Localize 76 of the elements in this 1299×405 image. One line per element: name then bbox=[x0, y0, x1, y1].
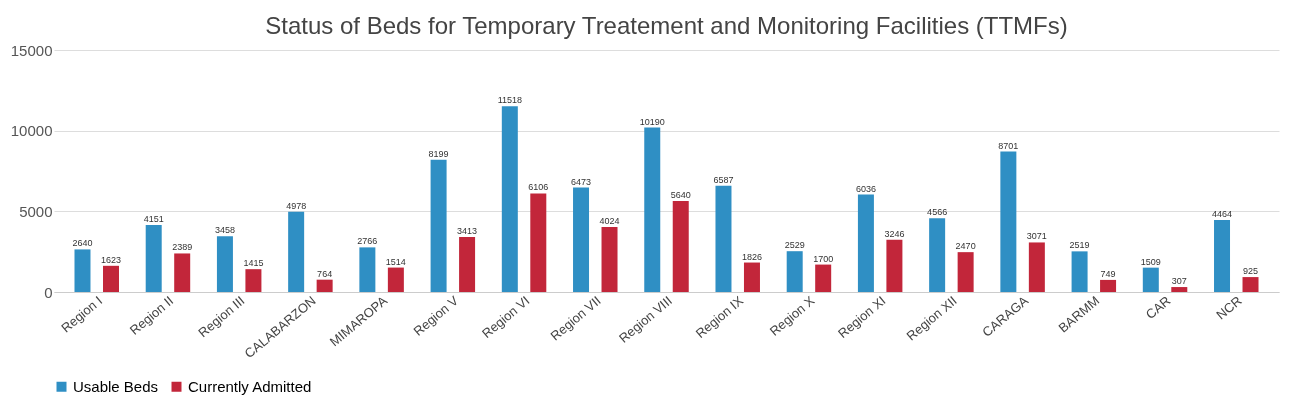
bar bbox=[1214, 219, 1231, 292]
data-label: 2529 bbox=[784, 240, 805, 251]
data-label: 2640 bbox=[72, 238, 93, 249]
bar bbox=[786, 251, 803, 292]
bar bbox=[174, 253, 191, 292]
data-label: 1509 bbox=[1140, 256, 1161, 267]
bar bbox=[74, 249, 91, 292]
legend-label: Usable Beds bbox=[73, 377, 159, 395]
bar bbox=[1071, 251, 1088, 292]
bar bbox=[715, 185, 732, 292]
bar bbox=[1000, 151, 1017, 292]
chart-title: Status of Beds for Temporary Treatement and Monitoring Facilities (TTMFs) bbox=[265, 12, 1068, 39]
y-tick-label: 0 bbox=[44, 283, 53, 301]
bar bbox=[929, 218, 946, 292]
bar bbox=[1100, 279, 1117, 292]
data-label: 1700 bbox=[813, 253, 834, 264]
data-label: 4566 bbox=[927, 207, 948, 218]
data-label: 6473 bbox=[571, 176, 592, 187]
legend-label: Currently Admitted bbox=[188, 377, 312, 395]
data-label: 10190 bbox=[639, 116, 665, 127]
bar bbox=[459, 236, 476, 292]
y-tick-label: 10000 bbox=[10, 122, 53, 140]
data-label: 3246 bbox=[884, 228, 905, 239]
data-label: 4978 bbox=[286, 200, 307, 211]
bar bbox=[530, 193, 547, 292]
data-label: 764 bbox=[317, 268, 333, 279]
bar bbox=[430, 159, 447, 292]
data-label: 3071 bbox=[1026, 231, 1047, 242]
y-tick-label: 5000 bbox=[19, 202, 53, 220]
bar bbox=[216, 236, 233, 292]
bar bbox=[573, 187, 590, 292]
bar bbox=[359, 247, 376, 292]
data-label: 2766 bbox=[357, 236, 378, 247]
data-label: 6036 bbox=[855, 183, 876, 194]
data-label: 749 bbox=[1100, 268, 1116, 279]
data-label: 11518 bbox=[497, 95, 522, 106]
data-label: 3413 bbox=[457, 225, 478, 236]
bar bbox=[672, 201, 689, 292]
bar bbox=[1028, 242, 1045, 292]
bar bbox=[501, 106, 518, 292]
bar bbox=[601, 227, 618, 292]
data-label: 4151 bbox=[143, 214, 164, 225]
bar bbox=[815, 264, 832, 292]
bar bbox=[743, 262, 760, 292]
bar bbox=[1142, 267, 1159, 292]
data-label: 1623 bbox=[100, 254, 121, 265]
bar bbox=[316, 279, 333, 292]
bar bbox=[886, 239, 903, 292]
data-label: 8701 bbox=[998, 140, 1019, 151]
data-label: 5640 bbox=[670, 190, 691, 201]
bar bbox=[288, 211, 305, 292]
data-label: 4024 bbox=[599, 216, 620, 227]
bar bbox=[644, 127, 661, 292]
data-label: 6106 bbox=[528, 182, 549, 193]
y-tick-label: 15000 bbox=[10, 41, 53, 59]
data-label: 1514 bbox=[385, 256, 406, 267]
bar bbox=[1242, 277, 1259, 292]
bar bbox=[957, 252, 974, 292]
bar bbox=[857, 194, 874, 292]
data-label: 1826 bbox=[741, 251, 762, 262]
bar bbox=[1171, 287, 1188, 292]
bar bbox=[387, 267, 404, 292]
data-label: 1415 bbox=[243, 258, 264, 269]
data-label: 4464 bbox=[1212, 208, 1233, 219]
bar bbox=[245, 269, 262, 292]
data-label: 6587 bbox=[713, 174, 734, 185]
data-label: 2389 bbox=[172, 242, 193, 253]
bar bbox=[102, 265, 119, 292]
bar bbox=[145, 225, 162, 292]
data-label: 3458 bbox=[214, 225, 235, 236]
data-label: 8199 bbox=[428, 148, 449, 159]
data-label: 2470 bbox=[955, 241, 976, 252]
data-label: 2519 bbox=[1069, 240, 1090, 251]
x-tick-label: CAR bbox=[1142, 292, 1174, 323]
data-label: 307 bbox=[1171, 276, 1187, 287]
data-label: 925 bbox=[1243, 266, 1259, 277]
